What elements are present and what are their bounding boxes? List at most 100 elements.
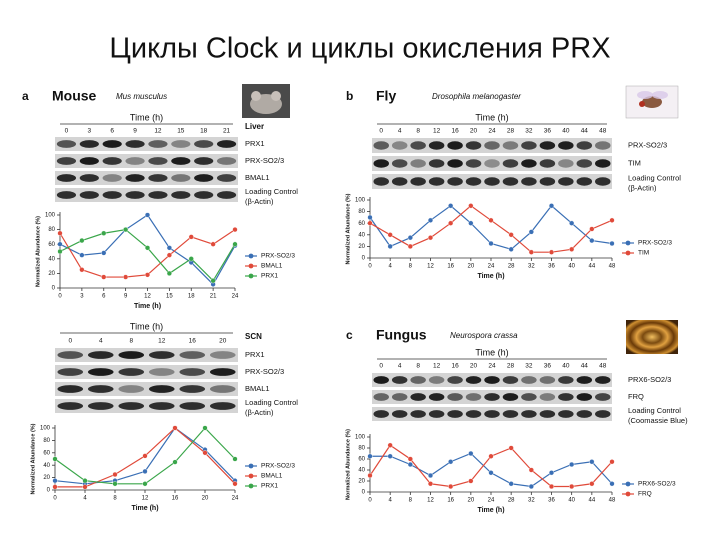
blot-band [428, 393, 445, 401]
blot-band [57, 385, 84, 393]
legend-label: PRX-SO2/3 [261, 463, 295, 470]
blot-band [194, 174, 214, 182]
blot-band [484, 410, 500, 418]
data-point [488, 470, 494, 476]
blot-band [216, 157, 237, 165]
data-point [407, 243, 413, 250]
data-point [210, 278, 216, 284]
blot-band [373, 393, 389, 401]
blot-label: Loading Control [245, 398, 298, 407]
blot-band [148, 140, 168, 148]
x-tick-label: 9 [124, 294, 128, 300]
blot-band [595, 410, 611, 418]
lane-label: 18 [200, 128, 208, 135]
legend-marker [248, 473, 254, 479]
blot-band [148, 191, 168, 199]
x-tick-label: 0 [53, 496, 57, 502]
blot-band [179, 351, 206, 359]
blot-band [539, 410, 556, 418]
data-point [232, 241, 238, 247]
blot-band [373, 141, 389, 150]
x-tick-label: 4 [83, 496, 87, 502]
data-point [468, 478, 474, 484]
x-tick-label: 6 [102, 294, 106, 300]
blot-band [87, 368, 114, 376]
blot-band [56, 191, 77, 199]
blot-band [502, 393, 519, 401]
data-point [166, 252, 172, 258]
data-point [609, 481, 615, 487]
lane-label: 21 [223, 128, 231, 135]
blot-band [391, 376, 408, 384]
blot-band [595, 376, 611, 384]
blot-label: PRX1 [245, 139, 265, 148]
blot-band [521, 141, 537, 150]
blot-note: (β-Actin) [245, 408, 274, 417]
blot-band [502, 177, 519, 186]
blot-band [558, 376, 574, 384]
blot-band [209, 385, 236, 393]
blot-band [502, 410, 519, 418]
series-line [59, 229, 236, 278]
x-tick-label: 40 [568, 264, 575, 270]
y-tick-label: 40 [358, 232, 365, 238]
blot-band [447, 159, 463, 168]
blot-band [410, 393, 426, 401]
y-tick-label: 20 [48, 271, 55, 277]
x-tick-label: 28 [508, 498, 515, 504]
blot-band [56, 140, 77, 148]
panel-letter: c [346, 328, 353, 342]
data-point [448, 220, 454, 226]
data-point [387, 243, 393, 250]
lane-label: 16 [189, 338, 197, 345]
data-point [367, 453, 373, 459]
blot-band [521, 177, 537, 186]
blot-band [484, 177, 500, 186]
x-axis-label: Time (h) [477, 273, 504, 280]
data-point [508, 246, 514, 252]
x-tick-label: 32 [528, 264, 535, 270]
y-tick-label: 40 [43, 463, 50, 469]
blot-band [576, 376, 593, 384]
blot-band [179, 368, 206, 376]
blot-band [410, 410, 426, 418]
data-point [82, 484, 88, 490]
lane-label: 0 [68, 338, 72, 345]
y-tick-label: 60 [358, 221, 365, 227]
blot-band [373, 159, 389, 168]
legend-label: BMAL1 [261, 473, 283, 480]
data-point [528, 229, 534, 235]
blot-band [447, 393, 463, 401]
data-point [367, 472, 373, 479]
legend-label: PRX1 [261, 483, 278, 490]
lane-label: 20 [470, 128, 478, 135]
data-point [448, 203, 454, 209]
blot-band [521, 393, 537, 401]
blot-band [428, 410, 445, 418]
blot-band [484, 393, 500, 401]
y-tick-label: 60 [43, 450, 50, 456]
blot-band [179, 385, 206, 393]
blot-band [216, 140, 237, 148]
lane-label: 36 [544, 363, 552, 370]
y-tick-label: 40 [48, 256, 55, 262]
blot-band [148, 157, 168, 165]
blot-band [391, 177, 408, 186]
blot-band [558, 141, 574, 150]
blot-band [447, 410, 463, 418]
blot-band [539, 159, 556, 168]
x-tick-label: 4 [388, 264, 392, 270]
x-tick-label: 16 [172, 496, 179, 502]
legend-marker [625, 250, 631, 256]
blot-label: BMAL1 [245, 384, 270, 393]
mouse-photo [242, 84, 290, 118]
data-point [123, 227, 129, 233]
data-point [202, 425, 208, 431]
blot-band [576, 393, 593, 401]
blot-band [558, 410, 574, 418]
data-point [52, 456, 58, 462]
y-tick-label: 80 [43, 438, 50, 444]
lane-label: 15 [177, 128, 185, 135]
data-point [57, 241, 63, 247]
blot-band [171, 140, 191, 148]
